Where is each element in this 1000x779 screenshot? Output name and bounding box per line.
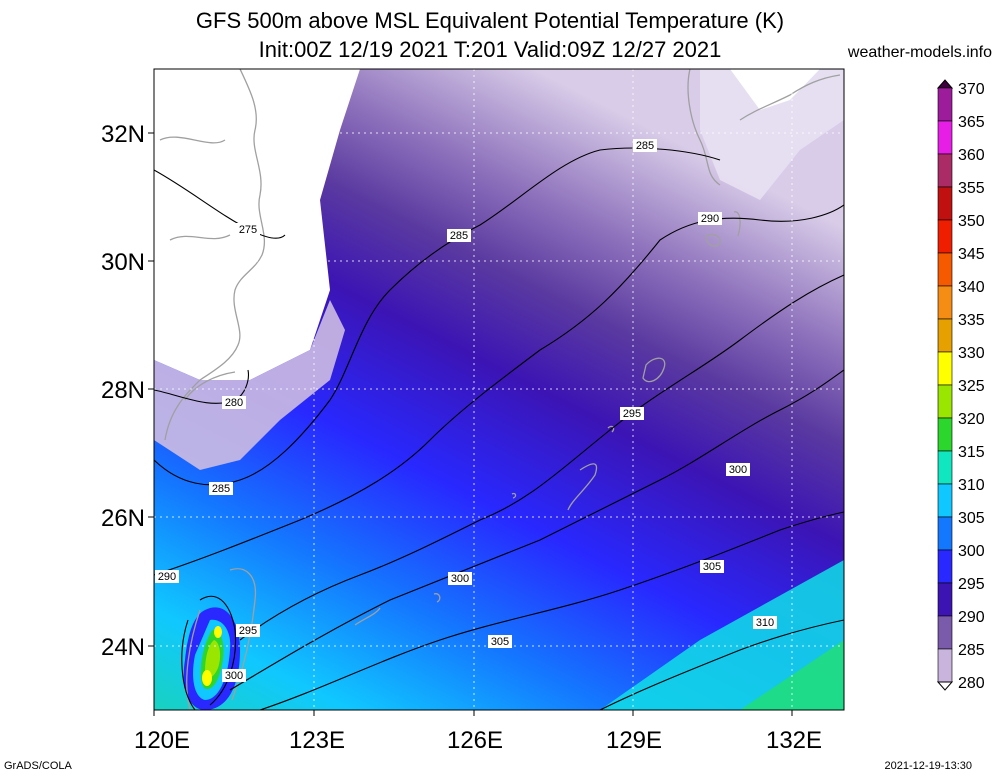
contour-label: 300	[729, 464, 747, 476]
contour-label: 300	[225, 670, 243, 682]
lon-label-120e: 120E	[134, 727, 190, 754]
map-subtitle: Init:00Z 12/19 2021 T:201 Valid:09Z 12/2…	[258, 37, 722, 62]
footer-timestamp: 2021-12-19-13:30	[884, 760, 972, 772]
colorbar-swatch	[937, 252, 953, 287]
colorbar-label: 370	[958, 81, 985, 98]
colorbar-swatch	[937, 516, 953, 551]
colorbar-label: 345	[958, 246, 985, 263]
colorbar-swatch	[937, 384, 953, 419]
contour-label: 290	[158, 571, 176, 583]
colorbar: 370 365 360 355 350 345 340 335 330 325 320 315 310 3…	[936, 79, 985, 692]
colorbar-label: 285	[958, 642, 985, 659]
contour-label: 295	[623, 408, 641, 420]
colorbar-swatch	[937, 615, 953, 650]
contour-label: 305	[703, 561, 721, 573]
map-title: GFS 500m above MSL Equivalent Potential …	[195, 8, 785, 33]
colorbar-label: 365	[958, 114, 985, 131]
colorbar-swatch	[937, 285, 953, 320]
graticule	[154, 69, 844, 710]
contour-label: 285	[450, 230, 468, 242]
colorbar-label: 335	[958, 312, 985, 329]
site-credit: weather-models.info	[847, 44, 992, 61]
colorbar-label: 315	[958, 444, 985, 461]
colorbar-swatch	[937, 120, 953, 155]
lon-label-129e: 129E	[606, 727, 662, 754]
lat-label-32n: 32N	[101, 121, 145, 148]
contour-label: 295	[239, 625, 257, 637]
colorbar-label: 280	[958, 675, 985, 692]
contour-label: 290	[701, 213, 719, 225]
colorbar-label: 305	[958, 510, 985, 527]
lat-label-28n: 28N	[101, 377, 145, 404]
colorbar-label: 310	[958, 477, 985, 494]
colorbar-label: 295	[958, 576, 985, 593]
contour-label: 300	[451, 573, 469, 585]
colorbar-swatch	[937, 450, 953, 485]
colorbar-swatch	[937, 351, 953, 386]
colorbar-label: 360	[958, 147, 985, 164]
contour-label: 310	[756, 617, 774, 629]
colorbar-swatch	[937, 87, 953, 122]
lat-label-26n: 26N	[101, 505, 145, 532]
colorbar-swatch	[937, 582, 953, 617]
contour-label: 275	[239, 224, 257, 236]
colorbar-label: 340	[958, 279, 985, 296]
colorbar-label: 330	[958, 345, 985, 362]
colorbar-label: 355	[958, 180, 985, 197]
contour-label: 305	[491, 636, 509, 648]
coastlines	[159, 69, 841, 710]
lon-label-132e: 132E	[766, 727, 822, 754]
colorbar-swatch	[937, 417, 953, 452]
lon-label-126e: 126E	[447, 727, 503, 754]
footer-credit: GrADS/COLA	[4, 760, 72, 772]
colorbar-swatch	[937, 186, 953, 221]
contour-label: 280	[225, 397, 243, 409]
colorbar-swatch	[937, 153, 953, 188]
lat-label-30n: 30N	[101, 249, 145, 276]
colorbar-label: 290	[958, 609, 985, 626]
colorbar-swatch	[937, 549, 953, 584]
contour-label: 285	[212, 483, 230, 495]
colorbar-label: 350	[958, 213, 985, 230]
contour-label: 285	[636, 140, 654, 152]
colorbar-swatch	[937, 219, 953, 254]
lon-label-123e: 123E	[289, 727, 345, 754]
colorbar-label: 325	[958, 378, 985, 395]
colorbar-label: 320	[958, 411, 985, 428]
lat-label-24n: 24N	[101, 634, 145, 661]
colorbar-swatch	[937, 648, 953, 683]
colorbar-label: 300	[958, 543, 985, 560]
colorbar-swatch	[937, 483, 953, 518]
colorbar-swatch	[937, 318, 953, 353]
